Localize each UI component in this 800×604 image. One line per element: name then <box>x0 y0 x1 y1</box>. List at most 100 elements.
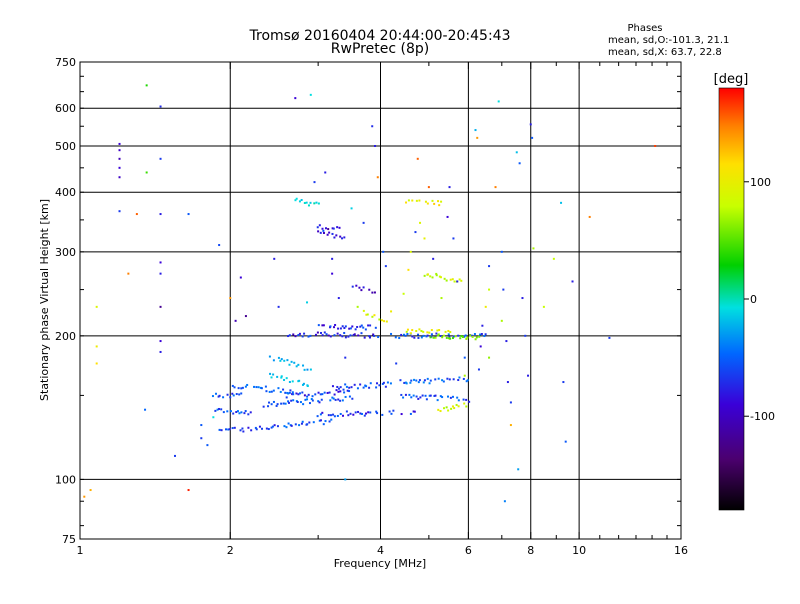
echo-point <box>200 424 203 427</box>
echo-point <box>307 204 310 207</box>
echo-point <box>272 400 275 403</box>
echo-point <box>319 419 322 422</box>
echo-point <box>375 386 378 389</box>
echo-point <box>227 428 230 431</box>
x-axis-label: Frequency [MHz] <box>334 557 426 570</box>
echo-point <box>321 227 324 230</box>
echo-point <box>385 320 388 323</box>
echo-point <box>306 395 309 398</box>
echo-point <box>311 399 314 402</box>
echo-point <box>366 313 369 316</box>
echo-point <box>127 272 130 275</box>
echo-point <box>173 454 176 457</box>
echo-point <box>232 412 235 415</box>
echo-point <box>283 359 286 362</box>
echo-point <box>457 405 460 408</box>
echo-point <box>454 335 457 338</box>
echo-point <box>214 392 217 395</box>
echo-point <box>422 381 425 384</box>
echo-point <box>336 414 339 417</box>
echo-point <box>271 425 274 428</box>
echo-point <box>477 368 480 371</box>
echo-point <box>390 332 393 335</box>
echo-point <box>280 376 283 379</box>
echo-point <box>231 427 234 430</box>
echo-point <box>253 385 256 388</box>
colorbar <box>718 87 745 511</box>
echo-point <box>413 410 416 413</box>
echo-point <box>224 428 227 431</box>
echo-point <box>284 391 287 394</box>
echo-point <box>374 326 377 329</box>
echo-point <box>352 413 355 416</box>
echo-point <box>118 176 121 179</box>
echo-point <box>428 331 431 334</box>
echo-point <box>339 390 342 393</box>
echo-point <box>378 384 381 387</box>
echo-point <box>461 335 464 338</box>
x-tick-label: 2 <box>227 544 234 557</box>
echo-point <box>327 228 330 231</box>
echo-point <box>329 399 332 402</box>
echo-point <box>432 257 435 260</box>
echo-point <box>455 403 458 406</box>
echo-point <box>347 414 350 417</box>
echo-point <box>314 333 317 336</box>
echo-point <box>354 411 357 414</box>
echo-point <box>327 334 330 337</box>
echo-point <box>236 410 239 413</box>
echo-point <box>469 334 472 337</box>
echo-point <box>362 386 365 389</box>
echo-point <box>434 336 437 339</box>
echo-point <box>307 335 310 338</box>
echo-point <box>118 166 121 169</box>
y-tick-label: 75 <box>62 533 76 546</box>
echo-point <box>458 278 461 281</box>
echo-point <box>368 336 371 339</box>
x-tick-label: 1 <box>77 544 84 557</box>
echo-point <box>233 426 236 429</box>
echo-point <box>425 398 428 401</box>
echo-point <box>390 412 393 415</box>
echo-point <box>353 333 356 336</box>
echo-point <box>488 356 491 359</box>
echo-point <box>471 334 474 337</box>
echo-point <box>331 257 334 260</box>
echo-point <box>299 401 302 404</box>
echo-point <box>403 381 406 384</box>
echo-point <box>404 393 407 396</box>
echo-point <box>445 336 448 339</box>
echo-point <box>449 337 452 340</box>
echo-point <box>426 202 429 205</box>
echo-point <box>144 408 147 411</box>
echo-point <box>309 334 312 337</box>
echo-point <box>332 397 335 400</box>
echo-point <box>339 386 342 389</box>
echo-point <box>362 286 365 289</box>
echo-point <box>316 331 319 334</box>
legend-heading: Phases <box>627 23 662 34</box>
echo-point <box>531 136 534 139</box>
echo-point <box>414 231 417 234</box>
echo-point <box>296 401 299 404</box>
echo-point <box>346 389 349 392</box>
echo-point <box>416 157 419 160</box>
echo-point <box>351 325 354 328</box>
echo-point <box>509 424 512 427</box>
echo-point <box>277 305 280 308</box>
echo-point <box>424 200 427 203</box>
echo-point <box>478 335 481 338</box>
echo-point <box>244 410 247 413</box>
echo-point <box>447 409 450 412</box>
echo-point <box>473 333 476 336</box>
echo-point <box>277 356 280 359</box>
echo-point <box>260 427 263 430</box>
echo-point <box>588 215 591 218</box>
echo-point <box>288 380 291 383</box>
echo-point <box>429 336 432 339</box>
echo-point <box>394 336 397 339</box>
echo-point <box>285 426 288 429</box>
echo-point <box>297 363 300 366</box>
echo-point <box>509 401 512 404</box>
echo-point <box>333 326 336 329</box>
